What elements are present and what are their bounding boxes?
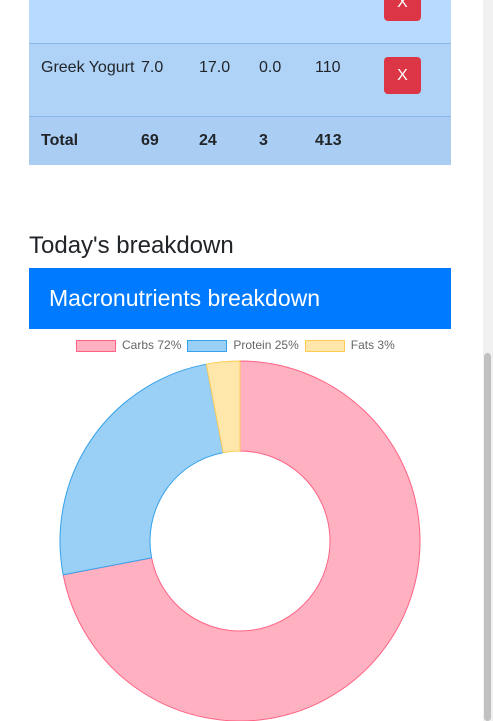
card-title: Macronutrients breakdown — [49, 285, 321, 311]
slice-protein[interactable] — [59, 363, 224, 576]
legend-item[interactable]: Protein 25% — [187, 338, 299, 352]
total-fat: 3 — [259, 116, 315, 165]
food-fat: 0.0 — [259, 43, 315, 117]
food-calories: 25 — [315, 0, 383, 44]
slice-fats[interactable] — [205, 360, 241, 454]
food-actions: X — [383, 0, 451, 44]
legend-item[interactable]: Carbs 72% — [76, 338, 181, 352]
total-row: Total 69 24 3 413 — [29, 116, 451, 165]
delete-button[interactable]: X — [384, 57, 421, 94]
total-carbs: 69 — [141, 116, 199, 165]
food-calories: 110 — [315, 43, 383, 117]
legend-label: Protein 25% — [233, 338, 299, 352]
legend-label: Fats 3% — [350, 338, 395, 352]
food-name: Summer salat — [29, 0, 141, 44]
scrollbar[interactable] — [483, 0, 493, 721]
total-calories: 413 — [315, 116, 383, 165]
food-fat: 0.0 — [259, 0, 315, 44]
delete-button[interactable]: X — [384, 0, 421, 21]
legend-swatch — [304, 340, 345, 352]
section-title: Today's breakdown — [29, 232, 234, 259]
chart-legend: Carbs 72% Protein 25% Fats 3% — [76, 338, 401, 352]
card-header: Macronutrients breakdown — [29, 268, 451, 329]
food-table: Summer salat 3.0 2.0 0.0 25 X Greek Yogu… — [29, 0, 451, 165]
total-label: Total — [29, 116, 141, 165]
total-protein: 24 — [199, 116, 259, 165]
food-carbs: 3.0 — [141, 0, 199, 44]
slice-carbs[interactable] — [62, 360, 421, 721]
food-actions: X — [383, 43, 451, 117]
macronutrients-doughnut-chart — [59, 360, 421, 721]
legend-item[interactable]: Fats 3% — [304, 338, 395, 352]
food-carbs: 7.0 — [141, 43, 199, 117]
legend-label: Carbs 72% — [122, 338, 182, 352]
legend-swatch — [76, 340, 116, 352]
food-name: Greek Yogurt — [29, 43, 141, 117]
scrollbar-thumb[interactable] — [484, 353, 491, 721]
total-actions — [383, 116, 451, 165]
food-protein: 2.0 — [199, 0, 259, 44]
table-row: Summer salat 3.0 2.0 0.0 25 X — [29, 0, 451, 44]
table-row: Greek Yogurt 7.0 17.0 0.0 110 X — [29, 43, 451, 117]
legend-swatch — [187, 340, 228, 352]
food-protein: 17.0 — [199, 43, 259, 117]
